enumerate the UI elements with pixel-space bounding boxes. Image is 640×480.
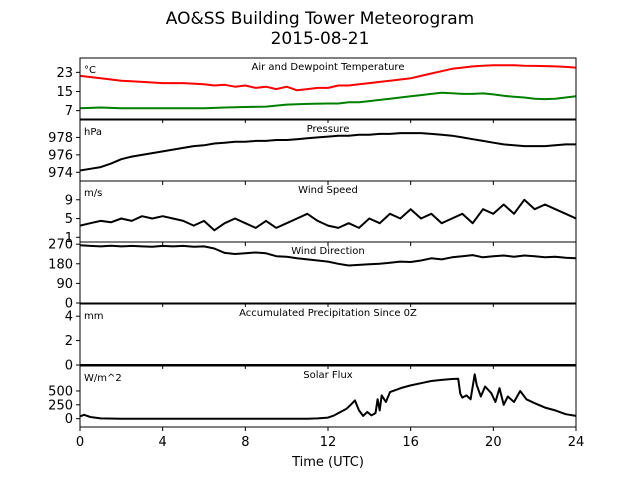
x-tick-label-0: 0 bbox=[76, 435, 84, 450]
panel-0-unit: °C bbox=[84, 65, 96, 76]
panel-4-ytick-label-2: 4 bbox=[65, 310, 73, 325]
panel-2-ytick-label-2: 9 bbox=[65, 193, 73, 208]
panel-2-ytick-label-1: 5 bbox=[65, 212, 73, 227]
panel-1-ytick-label-1: 976 bbox=[48, 148, 73, 163]
panel-3-ytick-label-1: 90 bbox=[56, 277, 73, 292]
panel-5-ytick-label-2: 500 bbox=[48, 384, 73, 399]
x-tick-label-5: 20 bbox=[485, 435, 502, 450]
panel-2-title: Wind Speed bbox=[298, 185, 358, 196]
panel-1: 974 976 978 Pressure hPa bbox=[48, 119, 577, 185]
panel-0-ytick-label-2: 23 bbox=[56, 66, 73, 81]
x-tick-label-4: 16 bbox=[402, 435, 419, 450]
panel-2-unit: m/s bbox=[84, 188, 102, 199]
x-tick-label-2: 8 bbox=[241, 435, 249, 450]
panel-3-ytick-label-0: 0 bbox=[65, 297, 73, 312]
panel-5-title: Solar Flux bbox=[303, 370, 353, 381]
panel-2-ytick-label-0: 1 bbox=[65, 231, 73, 246]
panel-1-unit: hPa bbox=[84, 127, 102, 138]
panel-0-series-0 bbox=[80, 64, 576, 92]
panel-3-ytick-label-2: 180 bbox=[48, 257, 73, 272]
panel-4-unit: mm bbox=[84, 311, 103, 322]
panel-0-title: Air and Dewpoint Temperature bbox=[252, 62, 405, 73]
panel-2-series-0 bbox=[80, 198, 576, 232]
x-axis-label: Time (UTC) bbox=[291, 455, 364, 470]
panel-3: 0 90 180 270 Wind Direction bbox=[48, 238, 577, 312]
chart-title: AO&SS Building Tower Meteorogram bbox=[166, 9, 474, 29]
panel-3-title: Wind Direction bbox=[291, 246, 365, 257]
panel-4: 0 2 4 Accumulated Precipitation Since 0Z mm bbox=[65, 303, 577, 374]
panel-5-unit: W/m^2 bbox=[84, 373, 122, 384]
panel-1-ytick-label-2: 978 bbox=[48, 131, 73, 146]
panel-0-ytick-label-1: 15 bbox=[56, 85, 73, 100]
panel-4-ytick-label-1: 2 bbox=[65, 334, 73, 349]
panel-0: 7 15 23 Air and Dewpoint Temperature °C bbox=[56, 57, 577, 123]
panel-5-ytick-label-1: 250 bbox=[48, 398, 73, 413]
panel-0-series-1 bbox=[80, 91, 576, 110]
panel-5-series-0 bbox=[80, 373, 576, 420]
panel-1-ytick-label-0: 974 bbox=[48, 166, 73, 181]
x-axis: 0 4 8 12 16 20 24 bbox=[76, 435, 584, 450]
panel-0-ytick-label-0: 7 bbox=[65, 104, 73, 119]
x-tick-label-6: 24 bbox=[568, 435, 585, 450]
panel-1-title: Pressure bbox=[307, 124, 350, 135]
panel-4-title: Accumulated Precipitation Since 0Z bbox=[239, 308, 417, 319]
panel-5-ytick-label-0: 0 bbox=[65, 412, 73, 427]
panel-3-series-0 bbox=[80, 244, 576, 267]
panel-1-series-0 bbox=[80, 132, 576, 172]
panel-2: 1 5 9 Wind Speed m/s bbox=[65, 180, 577, 246]
panel-3-ytick-label-3: 270 bbox=[48, 238, 73, 253]
x-tick-label-1: 4 bbox=[159, 435, 167, 450]
panel-4-ytick-label-0: 0 bbox=[65, 359, 73, 374]
chart-subtitle-date: 2015-08-21 bbox=[271, 29, 370, 49]
x-tick-label-3: 12 bbox=[320, 435, 337, 450]
